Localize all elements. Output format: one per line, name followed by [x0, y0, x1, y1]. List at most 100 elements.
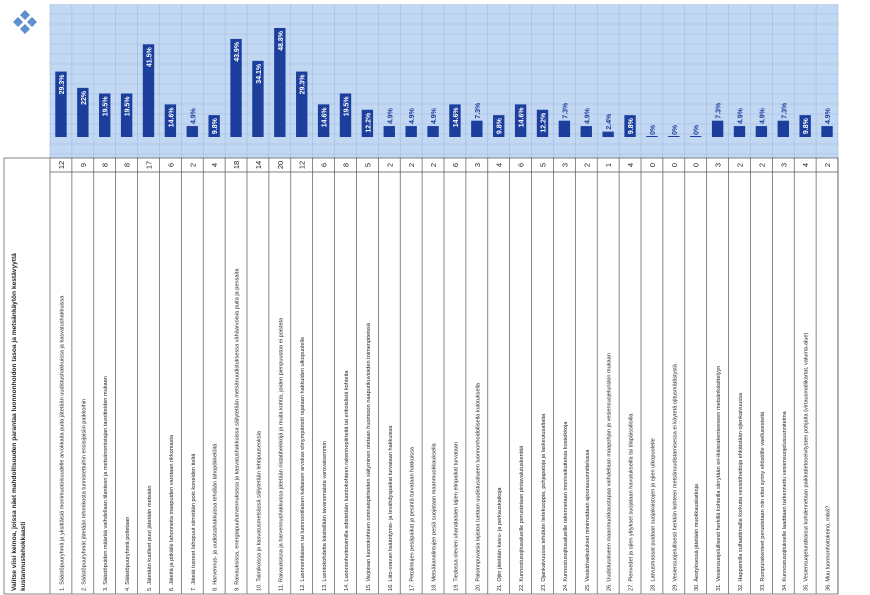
category-label: 32. Happamilla sulfaattimailla korkutta …: [738, 392, 744, 591]
value-label: 22%: [81, 90, 88, 105]
category-label: 7. Jäteät tuoreet lahopuut siirretään po…: [191, 453, 197, 591]
value-label: 4.9%: [431, 107, 438, 124]
bar: [383, 126, 395, 137]
category-label: 3. Säästöpuiden määrää vaihdellaan tilan…: [103, 376, 109, 591]
category-label: 25. Vesistövaikutukset minimoidaan ajour…: [585, 449, 591, 591]
table-borders: [3, 157, 839, 595]
count-label: 6: [320, 163, 329, 167]
value-label: 4.9%: [190, 107, 197, 124]
count-label: 0: [670, 163, 679, 167]
grid-lines: [49, 4, 839, 158]
value-label: 41.5%: [147, 47, 154, 68]
category-label: 34. Kunnostusojitukselle laaditaan tarke…: [782, 410, 788, 591]
category-label: 15. Varjoisan luontokohteen ominaispiirt…: [366, 322, 372, 591]
bar: [77, 87, 89, 137]
bar: [668, 136, 680, 137]
value-label: 4.9%: [584, 107, 591, 124]
count-label: 2: [582, 163, 591, 167]
bar: [317, 104, 330, 137]
count-label: 2: [407, 163, 416, 167]
bar: [602, 131, 614, 137]
count-label: 3: [779, 163, 788, 167]
value-label: 9.8%: [803, 117, 810, 134]
count-label: 3: [473, 163, 482, 167]
value-label: 19.5%: [103, 96, 110, 117]
count-label: 9: [79, 163, 88, 167]
bar: [536, 109, 549, 137]
category-label: 10. Taimikoissa ja kasvatusmetsässä säil…: [256, 430, 262, 591]
value-label: 7.3%: [562, 102, 569, 119]
category-label: 14. Luonnonhoitotoimilla edistetään luon…: [344, 370, 350, 591]
value-label: 14.6%: [322, 107, 329, 128]
value-label: 4.9%: [738, 107, 745, 124]
value-label: 0%: [694, 124, 701, 135]
category-label: 18. Metsäkanalintujen pesiä suojataan ma…: [432, 442, 438, 591]
category-label: 33. Rumpurakenteet perustetaan niin ette…: [760, 411, 766, 591]
bar: [624, 115, 636, 137]
category-label: 36. Muu luonnonhoitokeino, mikä?: [826, 506, 832, 591]
count-label: 0: [648, 163, 657, 167]
count-label: 2: [429, 163, 438, 167]
value-label: 4.9%: [759, 107, 766, 124]
category-label: 2. Säästöpuuryhmät jätetään lehmikosta t…: [81, 399, 87, 591]
value-label: 0%: [672, 124, 679, 135]
value-label: 29.3%: [59, 74, 66, 95]
bar: [580, 126, 592, 137]
bar: [339, 93, 352, 137]
count-label: 12: [298, 161, 307, 169]
count-label: 4: [495, 163, 504, 167]
category-label: 11. Raivauksissa ja harvennushakkuissa j…: [278, 317, 284, 591]
count-label: 5: [539, 163, 548, 167]
count-label: 2: [188, 163, 197, 167]
bar: [755, 126, 768, 137]
category-label: 5. Jätetään kuolleet puut jätetään metsä…: [147, 486, 153, 591]
count-label: 5: [363, 163, 372, 167]
diamond-logo-icon: [10, 8, 40, 36]
value-label: 7.3%: [716, 102, 723, 119]
bar: [405, 126, 417, 137]
count-label: 17: [145, 161, 154, 169]
category-label: 20. Paloinnpuvaisia lajistoa tuetaan uud…: [475, 382, 481, 591]
count-label: 2: [757, 163, 766, 167]
category-label: 29. Vesiensuojelullisesti herkkiin kohte…: [672, 363, 678, 591]
value-label: 19.5%: [125, 96, 132, 117]
value-label: 48.8%: [278, 30, 285, 51]
count-label: 2: [823, 163, 832, 167]
bar: [558, 120, 571, 137]
bar: [427, 126, 439, 137]
question-line: Valitse viisi keinoa, joissa näet mahdol…: [11, 253, 18, 591]
category-label: 27. Pienvedet ja ojien ylitykset suojata…: [629, 413, 635, 591]
count-label: 0: [692, 163, 701, 167]
count-label: 1: [604, 163, 613, 167]
value-label: 9.8%: [497, 117, 504, 134]
count-label: 2: [736, 163, 745, 167]
count-label: 8: [101, 163, 110, 167]
count-label: 3: [560, 163, 569, 167]
value-label: 9.8%: [212, 117, 219, 134]
count-label: 14: [254, 161, 263, 169]
category-label: 24. Kunnostusojitusalueille rakennetaan …: [563, 421, 569, 591]
category-label: 22. Kunnostusojitusalueille perustetaan …: [519, 445, 525, 591]
category-label: 35. Vesiensuojeluratkaisut kohdennetaan …: [804, 332, 810, 591]
value-label: 2.4%: [606, 113, 613, 130]
count-label: 2: [385, 163, 394, 167]
question-header: Valitse viisi keinoa, joissa näet mahdol…: [11, 253, 27, 591]
category-label: 28. Latvusmassat puidaan suojakaistojen …: [650, 438, 656, 591]
value-label: 29.3%: [300, 74, 307, 95]
category-label: 6. Jäteitä ja pitkäile lahonneita maapui…: [169, 434, 175, 591]
count-label: 6: [451, 163, 460, 167]
value-label: 34.1%: [256, 63, 263, 84]
bar: [821, 126, 833, 137]
value-label: 14.6%: [168, 107, 175, 128]
bar: [646, 136, 658, 137]
value-label: 7.3%: [781, 102, 788, 119]
bar: [142, 44, 155, 137]
category-label: 26. Uudistusalueen maanmuokkaustapaa vai…: [607, 353, 613, 591]
bar: [296, 71, 308, 137]
bar: [711, 120, 724, 137]
count-label: 4: [801, 163, 810, 167]
value-label: 7.3%: [475, 102, 482, 119]
count-label: 12: [57, 161, 66, 169]
